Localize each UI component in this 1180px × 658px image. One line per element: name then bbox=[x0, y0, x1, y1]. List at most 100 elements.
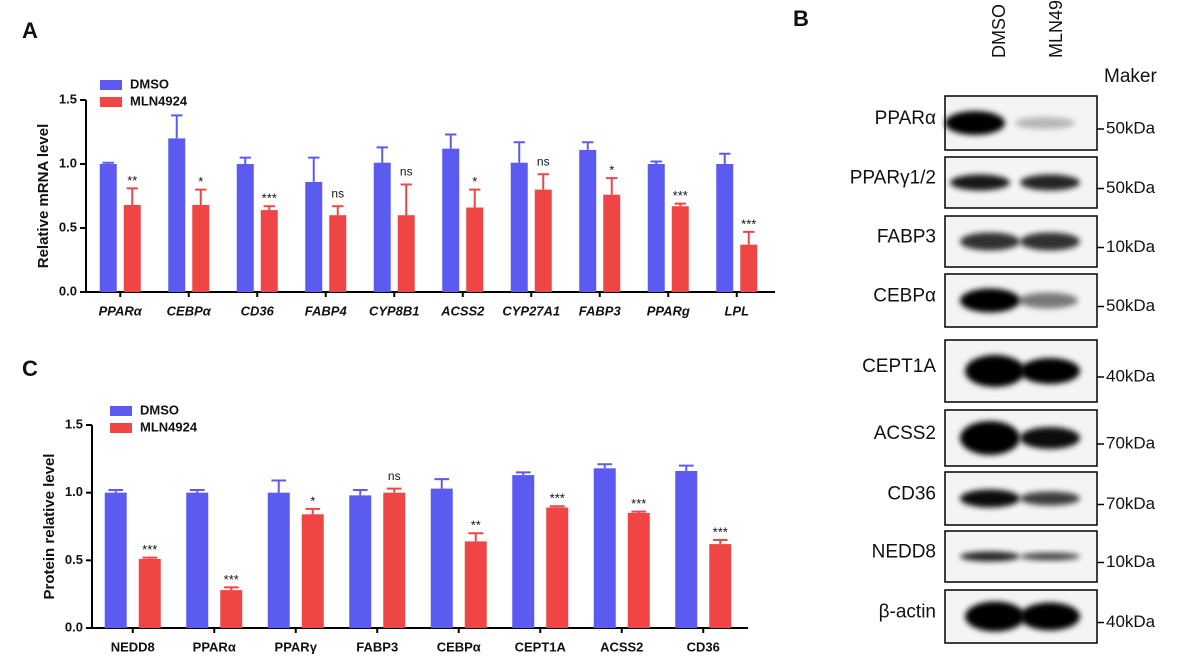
significance: * bbox=[198, 174, 203, 189]
x-tick-label: CD36 bbox=[687, 639, 720, 654]
significance: ** bbox=[127, 173, 137, 188]
band bbox=[1020, 492, 1080, 506]
error-bar bbox=[719, 154, 730, 164]
error-bar bbox=[171, 115, 182, 138]
bar bbox=[672, 206, 689, 292]
significance: *** bbox=[631, 496, 646, 511]
significance: *** bbox=[713, 524, 728, 539]
error-bar bbox=[713, 540, 728, 544]
panel-label: A bbox=[22, 18, 38, 43]
bar bbox=[349, 495, 371, 628]
x-tick-label: CYP27A1 bbox=[502, 303, 560, 318]
protein-label: β-actin bbox=[879, 602, 936, 623]
error-bar bbox=[353, 490, 368, 495]
y-tick-label: 1.0 bbox=[59, 155, 77, 170]
error-bar bbox=[516, 472, 531, 475]
bar bbox=[192, 205, 209, 292]
x-tick-label: ACSS2 bbox=[600, 639, 643, 654]
blot-row: β-actin 40kDa bbox=[879, 590, 1156, 643]
error-bar bbox=[195, 190, 206, 205]
significance: *** bbox=[550, 491, 565, 506]
bar bbox=[329, 215, 346, 292]
error-bar bbox=[308, 158, 319, 182]
panel-label: B bbox=[793, 6, 809, 31]
error-bar bbox=[538, 174, 549, 189]
error-bar bbox=[332, 206, 343, 215]
band bbox=[950, 175, 1010, 191]
band bbox=[960, 233, 1020, 251]
significance: * bbox=[609, 163, 614, 178]
protein-label: CEPT1A bbox=[862, 356, 936, 377]
bar bbox=[105, 493, 127, 628]
bar bbox=[431, 489, 453, 628]
band bbox=[1020, 233, 1080, 251]
y-tick-label: 1.0 bbox=[65, 484, 83, 499]
error-bar bbox=[224, 587, 239, 590]
bar bbox=[579, 150, 596, 292]
x-tick-label: CYP8B1 bbox=[369, 303, 420, 318]
marker-label: 40kDa bbox=[1106, 612, 1156, 631]
protein-label: PPARγ1/2 bbox=[850, 168, 936, 189]
error-bar bbox=[401, 184, 412, 215]
error-bar bbox=[190, 490, 205, 493]
x-tick-label: CEBPα bbox=[437, 639, 481, 654]
marker-header: Maker bbox=[1104, 66, 1157, 87]
band bbox=[965, 355, 1025, 387]
significance: *** bbox=[224, 572, 239, 587]
bar bbox=[675, 471, 697, 628]
band bbox=[1015, 117, 1075, 129]
error-bar bbox=[606, 178, 617, 195]
x-tick-label: LPL bbox=[724, 303, 749, 318]
error-bar bbox=[127, 188, 138, 205]
bar bbox=[398, 215, 415, 292]
marker-label: 10kDa bbox=[1106, 552, 1156, 571]
axis bbox=[86, 100, 775, 292]
y-axis-label: Protein relative level bbox=[41, 454, 58, 600]
error-bar bbox=[550, 506, 565, 507]
band bbox=[960, 552, 1020, 562]
bar bbox=[268, 493, 290, 628]
significance: ns bbox=[388, 469, 401, 483]
lane-label: DMSO bbox=[989, 4, 1009, 58]
bar bbox=[237, 164, 254, 292]
x-tick-label: ACSS2 bbox=[440, 303, 485, 318]
significance: * bbox=[310, 493, 315, 508]
bar bbox=[124, 205, 141, 292]
error-bar bbox=[108, 490, 123, 493]
bar bbox=[716, 164, 733, 292]
bar bbox=[139, 559, 161, 628]
x-tick-label: PPARg bbox=[647, 303, 690, 318]
y-tick-label: 0.0 bbox=[59, 283, 77, 298]
x-tick-label: FABP3 bbox=[356, 639, 398, 654]
bar bbox=[535, 190, 552, 292]
legend-label: DMSO bbox=[140, 402, 179, 417]
band bbox=[1020, 427, 1080, 449]
protein-label: CD36 bbox=[887, 484, 936, 505]
bar bbox=[603, 195, 620, 292]
band bbox=[965, 602, 1025, 632]
bar bbox=[220, 590, 242, 628]
band bbox=[1020, 358, 1080, 384]
bar bbox=[511, 163, 528, 292]
error-bar bbox=[387, 489, 402, 493]
error-bar bbox=[271, 480, 286, 492]
protein-label: CEBPα bbox=[873, 286, 936, 307]
bar bbox=[465, 541, 487, 628]
significance: *** bbox=[673, 188, 688, 203]
bar bbox=[512, 475, 534, 628]
error-bar bbox=[582, 142, 593, 150]
significance: ns bbox=[331, 186, 344, 200]
bar bbox=[628, 513, 650, 628]
bar bbox=[374, 163, 391, 292]
bar bbox=[740, 245, 757, 292]
panel-label: C bbox=[22, 356, 38, 381]
bar bbox=[709, 544, 731, 628]
bar bbox=[261, 210, 278, 292]
